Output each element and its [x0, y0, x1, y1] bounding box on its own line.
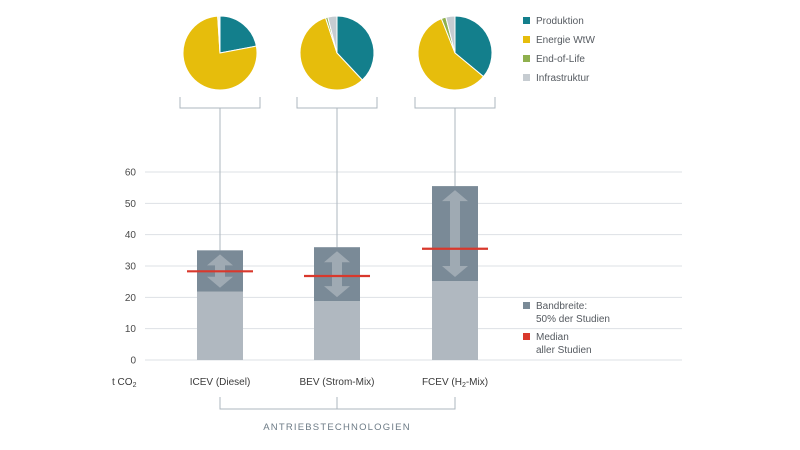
pie-bracket: [179, 97, 261, 109]
legend-label: Energie WtW: [536, 35, 595, 46]
range-arrow-icon: [324, 251, 350, 298]
pie-slice-infra: [218, 15, 221, 54]
legend-label: Median: [536, 332, 569, 343]
legend-swatch-range: [523, 302, 530, 309]
y-tick-label: 50: [125, 199, 137, 210]
pie-slice-energie: [417, 17, 485, 91]
category-label: FCEV (H2-Mix): [422, 377, 488, 389]
y-tick-label: 20: [125, 293, 137, 304]
category-label: ICEV (Diesel): [190, 377, 251, 388]
y-tick-label: 30: [125, 262, 137, 273]
legend-label: Produktion: [536, 16, 584, 27]
pie-slice-produktion: [336, 15, 375, 81]
y-tick-label: 10: [125, 324, 137, 335]
pie-bracket: [296, 97, 378, 109]
legend-swatch-energie: [523, 36, 530, 43]
range-arrow-icon: [442, 190, 468, 278]
category-label: BEV (Strom-Mix): [300, 377, 375, 388]
pie-slice-produktion: [219, 15, 257, 54]
bar-base: [197, 291, 243, 360]
legend-label: aller Studien: [536, 345, 592, 356]
legend-label: End-of-Life: [536, 54, 585, 65]
pie-slice-energie: [299, 17, 364, 91]
pie-bracket: [414, 97, 496, 109]
bar-base: [432, 281, 478, 360]
pie-slice-produktion: [454, 15, 493, 78]
y-tick-label: 60: [125, 168, 137, 179]
y-axis-label: t CO2: [112, 377, 137, 389]
y-tick-label: 0: [130, 356, 136, 367]
legend-label: Bandbreite:: [536, 301, 587, 312]
x-axis-title: ANTRIEBSTECHNOLOGIEN: [263, 422, 411, 433]
legend-label: Infrastruktur: [536, 73, 590, 84]
legend-swatch-median: [523, 333, 530, 340]
bar-base: [314, 301, 360, 360]
legend-label: 50% der Studien: [536, 314, 610, 325]
legend-swatch-infra: [523, 74, 530, 81]
pie-slice-energie: [182, 15, 258, 91]
category-bracket: [219, 397, 456, 410]
pie-slice-infra: [327, 15, 338, 54]
y-tick-label: 40: [125, 230, 137, 241]
pie-slice-infra: [445, 15, 456, 54]
legend-swatch-eol: [523, 55, 530, 62]
legend-swatch-produktion: [523, 17, 530, 24]
